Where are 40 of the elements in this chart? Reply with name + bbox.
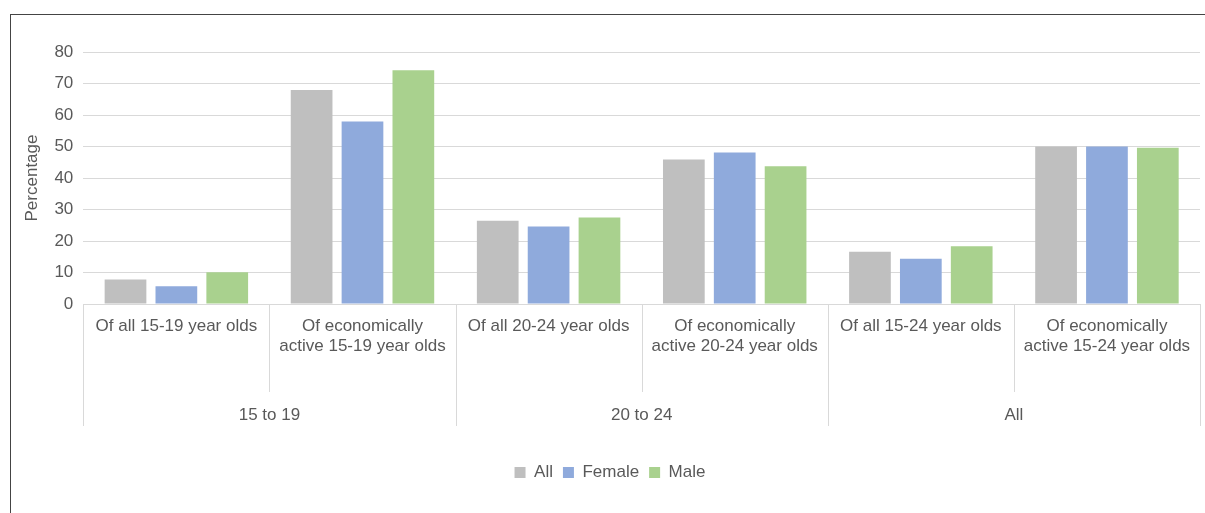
bar	[1086, 146, 1128, 304]
y-tick-label: 60	[54, 104, 74, 124]
text: 20 to 24	[610, 404, 673, 424]
bar	[341, 121, 384, 304]
bar	[1136, 147, 1179, 304]
bar	[290, 90, 333, 304]
bar	[849, 251, 891, 304]
y-tick-label: 40	[54, 167, 74, 187]
bar	[476, 220, 519, 304]
x-tick-label: Of all 15-19 year olds	[95, 315, 258, 335]
x-tick-label: Of economically active 15-24 year olds	[1023, 315, 1191, 356]
y-tick-label: 10	[54, 262, 74, 282]
bar	[155, 286, 198, 304]
bar	[578, 217, 621, 304]
x-tick-label: Of all 15-24 year olds	[840, 315, 1002, 335]
bar	[1035, 146, 1077, 304]
bar	[527, 226, 570, 304]
bar	[392, 70, 435, 304]
x-tick-label: Of all 20-24 year olds	[467, 315, 630, 335]
y-tick-label: 50	[54, 136, 74, 156]
bar	[899, 258, 942, 304]
bar	[713, 152, 756, 304]
y-tick-label: 70	[54, 73, 74, 93]
text: All	[1004, 404, 1024, 424]
bar	[104, 279, 147, 304]
x-tick-label: Of economically active 15-19 year olds	[279, 315, 446, 356]
x-tick-label: Of economically active 20-24 year olds	[651, 315, 818, 356]
text: 15 to 19	[238, 404, 301, 424]
y-tick-label: 30	[54, 199, 74, 219]
legend-label: Male	[668, 462, 706, 482]
bar	[662, 159, 705, 304]
legend-label: All	[534, 462, 553, 482]
legend-label: Female	[582, 462, 640, 482]
bar	[950, 246, 993, 304]
y-tick-label: 20	[54, 230, 74, 250]
bar	[206, 272, 249, 304]
y-tick-label: 80	[54, 41, 74, 61]
y-axis-title: Percentage	[21, 134, 41, 222]
y-tick-label: 0	[63, 293, 74, 313]
bar	[764, 166, 807, 304]
